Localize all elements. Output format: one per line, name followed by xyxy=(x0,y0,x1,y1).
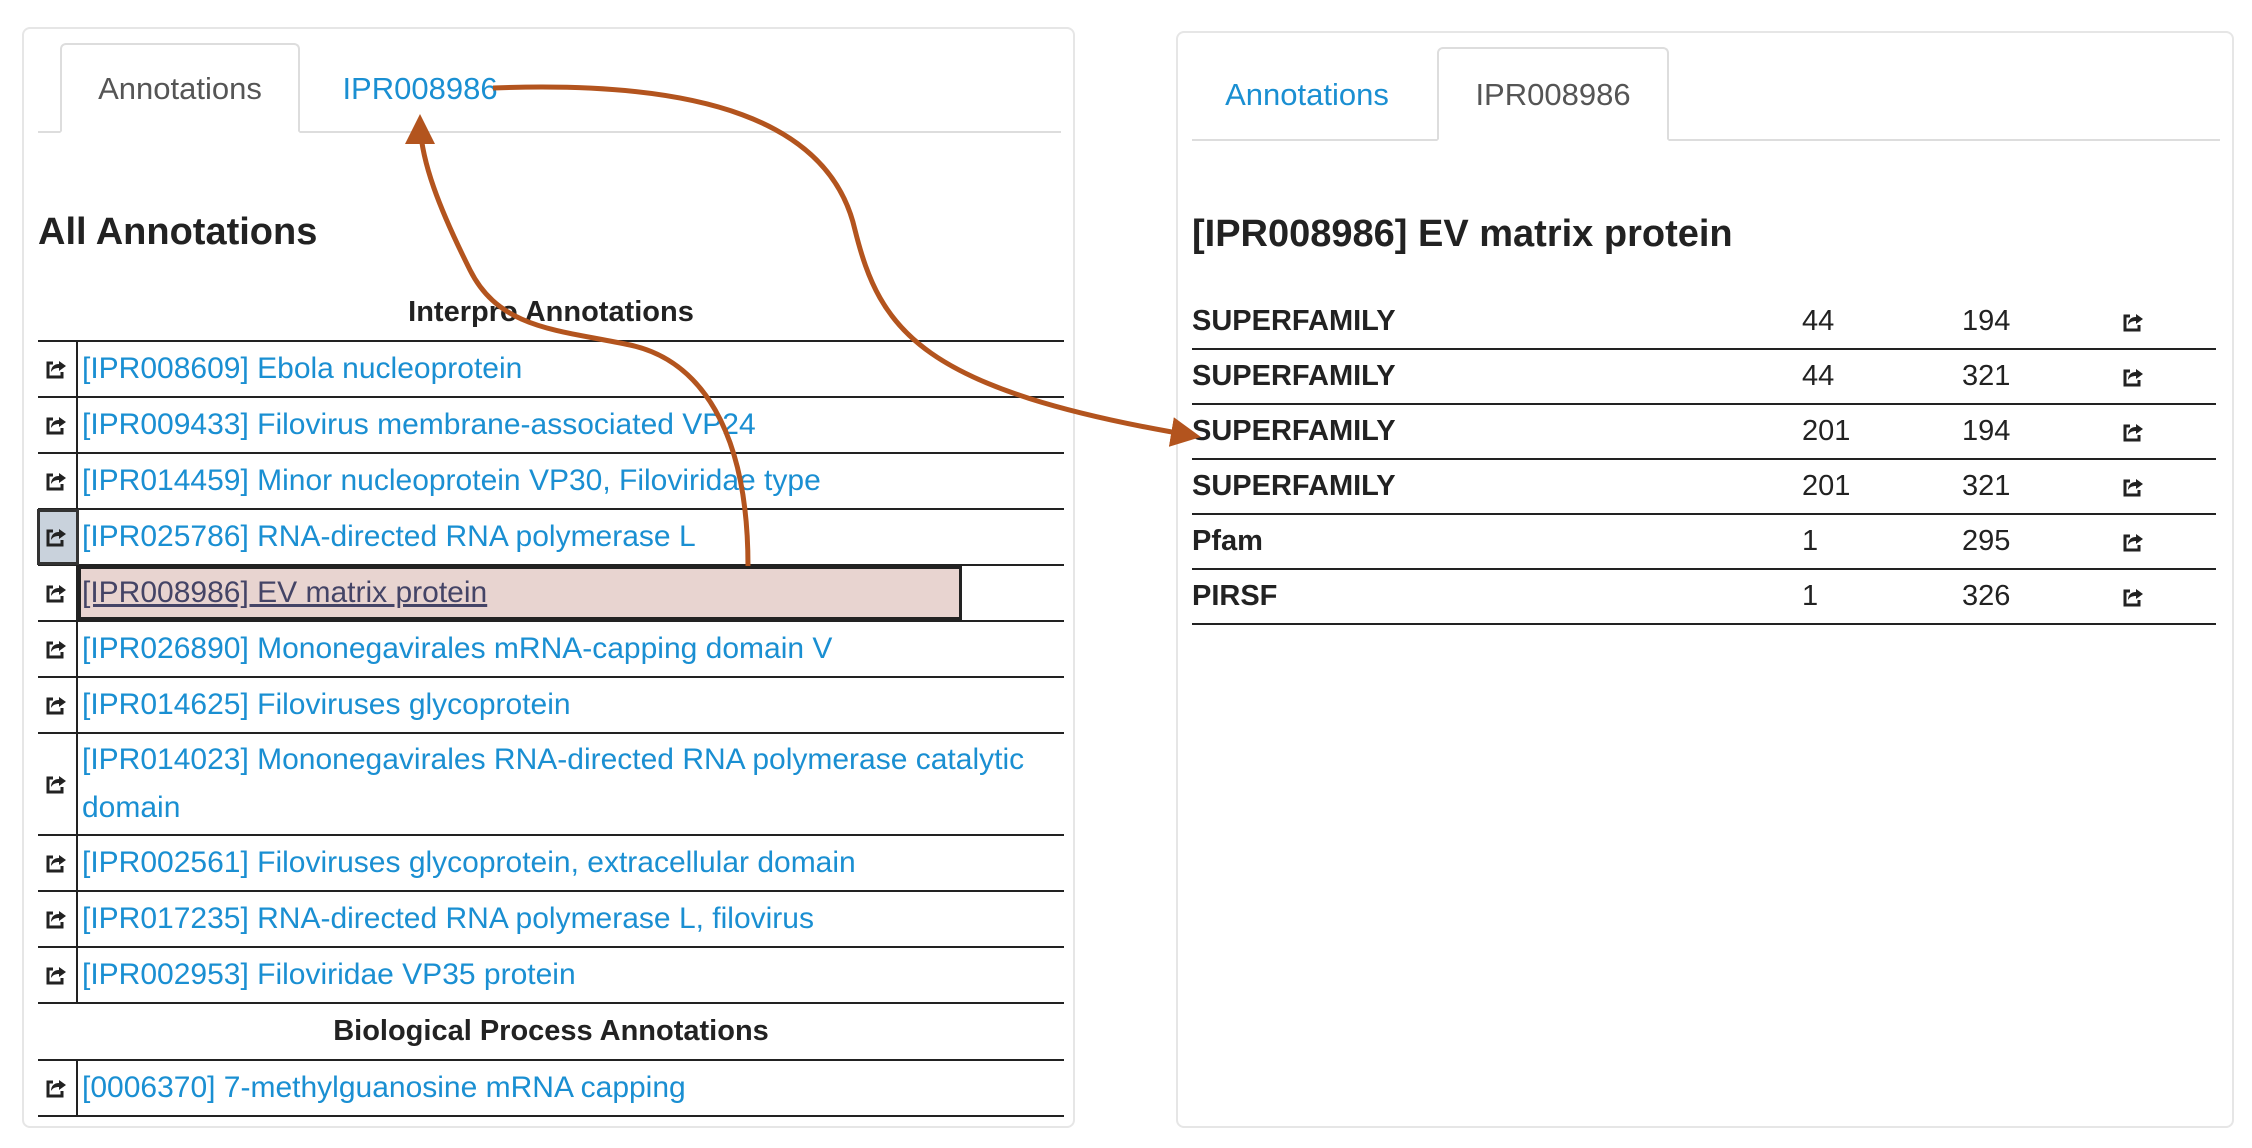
annotation-link[interactable]: [IPR008609] Ebola nucleoprotein xyxy=(82,352,523,385)
match-start: 201 xyxy=(1802,404,1962,460)
annotation-link[interactable]: [IPR009433] Filovirus membrane-associate… xyxy=(82,408,756,441)
external-link-icon[interactable] xyxy=(45,637,69,661)
external-link-icon[interactable] xyxy=(45,357,69,381)
annotation-action-cell[interactable] xyxy=(38,892,78,946)
annotation-row: [0006370] 7-methylguanosine mRNA capping xyxy=(38,1061,1064,1117)
match-action-cell[interactable] xyxy=(2122,404,2216,460)
domain-match-table: SUPERFAMILY 44 194 SUPERFAMILY 44 321 SUPERFAM… xyxy=(1192,295,2216,625)
external-link-icon[interactable] xyxy=(45,469,69,493)
annotation-group-header: Biological Process Annotations xyxy=(38,1004,1064,1061)
match-start: 44 xyxy=(1802,295,1962,350)
annotation-action-cell[interactable] xyxy=(38,678,78,732)
annotations-panel-left: Annotations IPR008986 All Annotations In… xyxy=(22,27,1075,1128)
annotation-link[interactable]: [IPR014023] Mononegavirales RNA-directed… xyxy=(82,743,1025,824)
tab-bar: Annotations IPR008986 xyxy=(38,43,1061,133)
tab-annotations[interactable]: Annotations xyxy=(1225,76,1389,112)
tab-annotations[interactable]: Annotations xyxy=(60,43,300,133)
match-action-cell[interactable] xyxy=(2122,459,2216,515)
external-link-icon[interactable] xyxy=(45,963,69,987)
match-source: Pfam xyxy=(1192,514,1802,570)
match-start: 1 xyxy=(1802,569,1962,625)
annotation-link[interactable]: [IPR025786] RNA-directed RNA polymerase … xyxy=(82,520,696,553)
external-link-icon[interactable] xyxy=(45,1076,69,1100)
match-end: 321 xyxy=(1962,349,2122,405)
annotation-row: [IPR002561] Filoviruses glycoprotein, ex… xyxy=(38,836,1064,892)
annotation-action-cell[interactable] xyxy=(38,1061,78,1115)
section-heading: All Annotations xyxy=(38,211,318,253)
annotation-row: [IPR009433] Filovirus membrane-associate… xyxy=(38,398,1064,454)
annotation-row: [IPR008986] EV matrix protein xyxy=(38,566,1064,622)
annotation-row: [IPR014459] Minor nucleoprotein VP30, Fi… xyxy=(38,454,1064,510)
external-link-icon[interactable] xyxy=(2122,585,2146,609)
match-source: SUPERFAMILY xyxy=(1192,349,1802,405)
annotation-group-header: Interpro Annotations xyxy=(38,285,1064,342)
match-start: 201 xyxy=(1802,459,1962,515)
external-link-icon[interactable] xyxy=(2122,475,2146,499)
tab-ipr008986[interactable]: IPR008986 xyxy=(1437,47,1669,141)
match-action-cell[interactable] xyxy=(2122,349,2216,405)
match-row: Pfam 1 295 xyxy=(1192,514,2216,570)
external-link-icon[interactable] xyxy=(45,851,69,875)
detail-heading: [IPR008986] EV matrix protein xyxy=(1192,213,1733,255)
match-source: SUPERFAMILY xyxy=(1192,295,1802,350)
match-action-cell[interactable] xyxy=(2122,295,2216,350)
annotation-action-cell[interactable] xyxy=(38,398,78,452)
external-link-icon[interactable] xyxy=(2122,420,2146,444)
annotation-action-cell[interactable] xyxy=(38,622,78,676)
annotation-row: [IPR014023] Mononegavirales RNA-directed… xyxy=(38,734,1064,836)
annotation-action-cell[interactable] xyxy=(38,948,78,1002)
annotation-action-cell[interactable] xyxy=(38,342,78,396)
match-start: 1 xyxy=(1802,514,1962,570)
match-row: SUPERFAMILY 44 321 xyxy=(1192,349,2216,405)
match-end: 194 xyxy=(1962,404,2122,460)
annotation-link[interactable]: [IPR014459] Minor nucleoprotein VP30, Fi… xyxy=(82,464,821,497)
external-link-icon[interactable] xyxy=(45,693,69,717)
annotation-link[interactable]: [IPR008986] EV matrix protein xyxy=(78,566,962,620)
match-row: SUPERFAMILY 201 321 xyxy=(1192,459,2216,515)
annotation-link[interactable]: [IPR002561] Filoviruses glycoprotein, ex… xyxy=(82,846,856,879)
match-end: 326 xyxy=(1962,569,2122,625)
annotation-link[interactable]: [IPR017235] RNA-directed RNA polymerase … xyxy=(82,902,814,935)
tab-ipr008986[interactable]: IPR008986 xyxy=(342,70,498,106)
external-link-icon[interactable] xyxy=(45,413,69,437)
match-source: SUPERFAMILY xyxy=(1192,404,1802,460)
match-action-cell[interactable] xyxy=(2122,569,2216,625)
external-link-icon[interactable] xyxy=(45,581,69,605)
match-source: PIRSF xyxy=(1192,569,1802,625)
annotation-row: [IPR017235] RNA-directed RNA polymerase … xyxy=(38,892,1064,948)
annotation-row: [IPR002953] Filoviridae VP35 protein xyxy=(38,948,1064,1004)
annotation-link[interactable]: [0006370] 7-methylguanosine mRNA capping xyxy=(82,1071,686,1104)
annotation-action-cell[interactable] xyxy=(37,509,79,565)
match-action-cell[interactable] xyxy=(2122,514,2216,570)
match-end: 194 xyxy=(1962,295,2122,350)
match-source: SUPERFAMILY xyxy=(1192,459,1802,515)
match-row: PIRSF 1 326 xyxy=(1192,569,2216,625)
annotations-list: Interpro Annotations [IPR008609] Ebola nu… xyxy=(37,285,1064,1117)
annotation-link[interactable]: [IPR002953] Filoviridae VP35 protein xyxy=(82,958,576,991)
external-link-icon[interactable] xyxy=(45,525,69,549)
external-link-icon[interactable] xyxy=(45,772,69,796)
annotation-action-cell[interactable] xyxy=(38,836,78,890)
annotation-detail-panel: Annotations IPR008986 [IPR008986] EV mat… xyxy=(1176,31,2234,1128)
match-start: 44 xyxy=(1802,349,1962,405)
external-link-icon[interactable] xyxy=(2122,365,2146,389)
tab-bar: Annotations IPR008986 xyxy=(1192,47,2220,141)
annotation-row: [IPR026890] Mononegavirales mRNA-capping… xyxy=(38,622,1064,678)
external-link-icon[interactable] xyxy=(2122,530,2146,554)
match-row: SUPERFAMILY 44 194 xyxy=(1192,295,2216,350)
external-link-icon[interactable] xyxy=(2122,310,2146,334)
annotation-action-cell[interactable] xyxy=(38,734,78,834)
annotation-action-cell[interactable] xyxy=(38,566,78,620)
external-link-icon[interactable] xyxy=(45,907,69,931)
match-row: SUPERFAMILY 201 194 xyxy=(1192,404,2216,460)
annotation-row: [IPR025786] RNA-directed RNA polymerase … xyxy=(37,509,1064,566)
annotation-row: [IPR008609] Ebola nucleoprotein xyxy=(38,342,1064,398)
match-end: 321 xyxy=(1962,459,2122,515)
annotation-action-cell[interactable] xyxy=(38,454,78,508)
match-end: 295 xyxy=(1962,514,2122,570)
annotation-link[interactable]: [IPR026890] Mononegavirales mRNA-capping… xyxy=(82,632,833,665)
annotation-link[interactable]: [IPR014625] Filoviruses glycoprotein xyxy=(82,688,571,721)
annotation-row: [IPR014625] Filoviruses glycoprotein xyxy=(38,678,1064,734)
